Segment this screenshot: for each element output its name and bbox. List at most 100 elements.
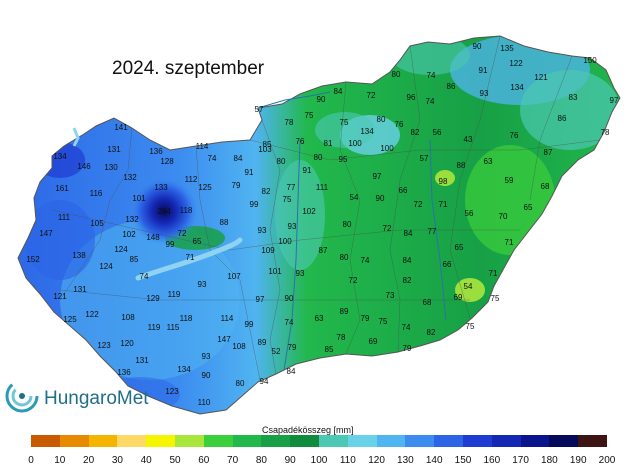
legend-swatch: [88, 435, 118, 447]
station-value: 57: [420, 154, 429, 163]
station-value: 56: [433, 128, 442, 137]
logo-text: HungaroMet: [44, 388, 149, 409]
station-value: 76: [296, 137, 305, 146]
station-value: 80: [343, 220, 352, 229]
station-value: 76: [395, 120, 404, 129]
legend-swatch: [117, 435, 147, 447]
station-value: 123: [97, 341, 111, 350]
station-value: 93: [296, 269, 305, 278]
station-value: 85: [325, 345, 334, 354]
station-value: 75: [340, 118, 349, 127]
lake-ferto: [72, 127, 80, 147]
station-value: 74: [285, 318, 294, 327]
station-value: 93: [480, 89, 489, 98]
station-value: 91: [245, 168, 254, 177]
station-value: 135: [500, 44, 514, 53]
station-value: 86: [447, 82, 456, 91]
legend-tick-label: 120: [368, 455, 385, 466]
legend-tick-label: 100: [310, 455, 328, 466]
station-value: 79: [288, 343, 297, 352]
station-value: 112: [185, 175, 198, 184]
station-value: 68: [541, 182, 550, 191]
station-value: 124: [99, 262, 113, 271]
station-value: 105: [90, 219, 104, 228]
station-value: 57: [255, 105, 264, 114]
station-value: 74: [426, 97, 435, 106]
station-value: 52: [272, 347, 281, 356]
station-value: 109: [261, 246, 275, 255]
station-value: 65: [193, 237, 202, 246]
station-value: 74: [208, 154, 217, 163]
station-value: 99: [166, 240, 175, 249]
station-value: 84: [287, 367, 296, 376]
station-value: 80: [392, 70, 401, 79]
legend-tick-label: 10: [54, 455, 66, 466]
station-value: 72: [383, 224, 392, 233]
station-value: 84: [334, 87, 343, 96]
station-value: 118: [180, 206, 193, 215]
station-value: 121: [534, 73, 548, 82]
station-value: 93: [258, 226, 267, 235]
station-value: 114: [196, 142, 209, 151]
station-value: 79: [232, 181, 241, 190]
station-value: 72: [178, 229, 187, 238]
danube-river: [257, 91, 331, 109]
station-value: 100: [380, 144, 394, 153]
station-value: 65: [524, 203, 533, 212]
station-value: 119: [168, 290, 181, 299]
station-value: 234: [157, 207, 171, 216]
station-value: 71: [505, 238, 514, 247]
station-value: 72: [414, 200, 423, 209]
station-value: 100: [348, 139, 362, 148]
station-value: 85: [263, 140, 272, 149]
station-value: 84: [403, 256, 412, 265]
station-value: 138: [72, 251, 86, 260]
station-value: 134: [53, 152, 67, 161]
station-value: 88: [457, 161, 466, 170]
station-value: 90: [285, 294, 294, 303]
station-value: 148: [146, 233, 160, 242]
rainfall-field: [18, 36, 620, 414]
station-value: 93: [202, 352, 211, 361]
station-value: 118: [180, 314, 193, 323]
legend-swatch: [318, 435, 348, 447]
legend-tick-label: 80: [255, 455, 267, 466]
station-value: 108: [232, 342, 246, 351]
legend-tick-label: 40: [140, 455, 152, 466]
station-value: 84: [404, 229, 413, 238]
station-value: 123: [165, 387, 179, 396]
station-value: 115: [167, 323, 180, 332]
station-value: 69: [454, 293, 463, 302]
station-value: 133: [154, 183, 168, 192]
station-value: 136: [117, 368, 131, 377]
legend-tick-label: 70: [227, 455, 239, 466]
color-legend: [31, 435, 607, 447]
station-value: 95: [339, 155, 348, 164]
station-value: 116: [90, 189, 103, 198]
station-value: 80: [277, 157, 286, 166]
legend-tick-label: 160: [483, 455, 501, 466]
station-value: 75: [305, 111, 314, 120]
station-value: 59: [505, 176, 514, 185]
station-value: 120: [120, 339, 134, 348]
station-value: 111: [316, 183, 329, 192]
station-value: 78: [601, 128, 610, 137]
legend-tick-label: 0: [28, 455, 34, 466]
station-value: 96: [407, 93, 416, 102]
station-value: 82: [427, 328, 436, 337]
station-value: 87: [544, 148, 553, 157]
station-value: 100: [278, 237, 292, 246]
station-value: 66: [399, 186, 408, 195]
station-value: 85: [130, 255, 139, 264]
legend-swatch: [31, 435, 60, 447]
station-value: 90: [202, 371, 211, 380]
station-value: 107: [227, 272, 241, 281]
legend-title: Csapadékösszeg [mm]: [262, 425, 354, 435]
legend-tick-label: 60: [198, 455, 210, 466]
map-title: 2024. szeptember: [112, 58, 265, 79]
station-value: 124: [114, 245, 128, 254]
station-value: 81: [324, 139, 333, 148]
station-value: 78: [285, 118, 294, 127]
station-value: 63: [484, 157, 493, 166]
precipitation-map: 90 135 150 122 91 121 80 74 86 134 93 83 97 84 72 90 96 7…: [17, 35, 621, 415]
